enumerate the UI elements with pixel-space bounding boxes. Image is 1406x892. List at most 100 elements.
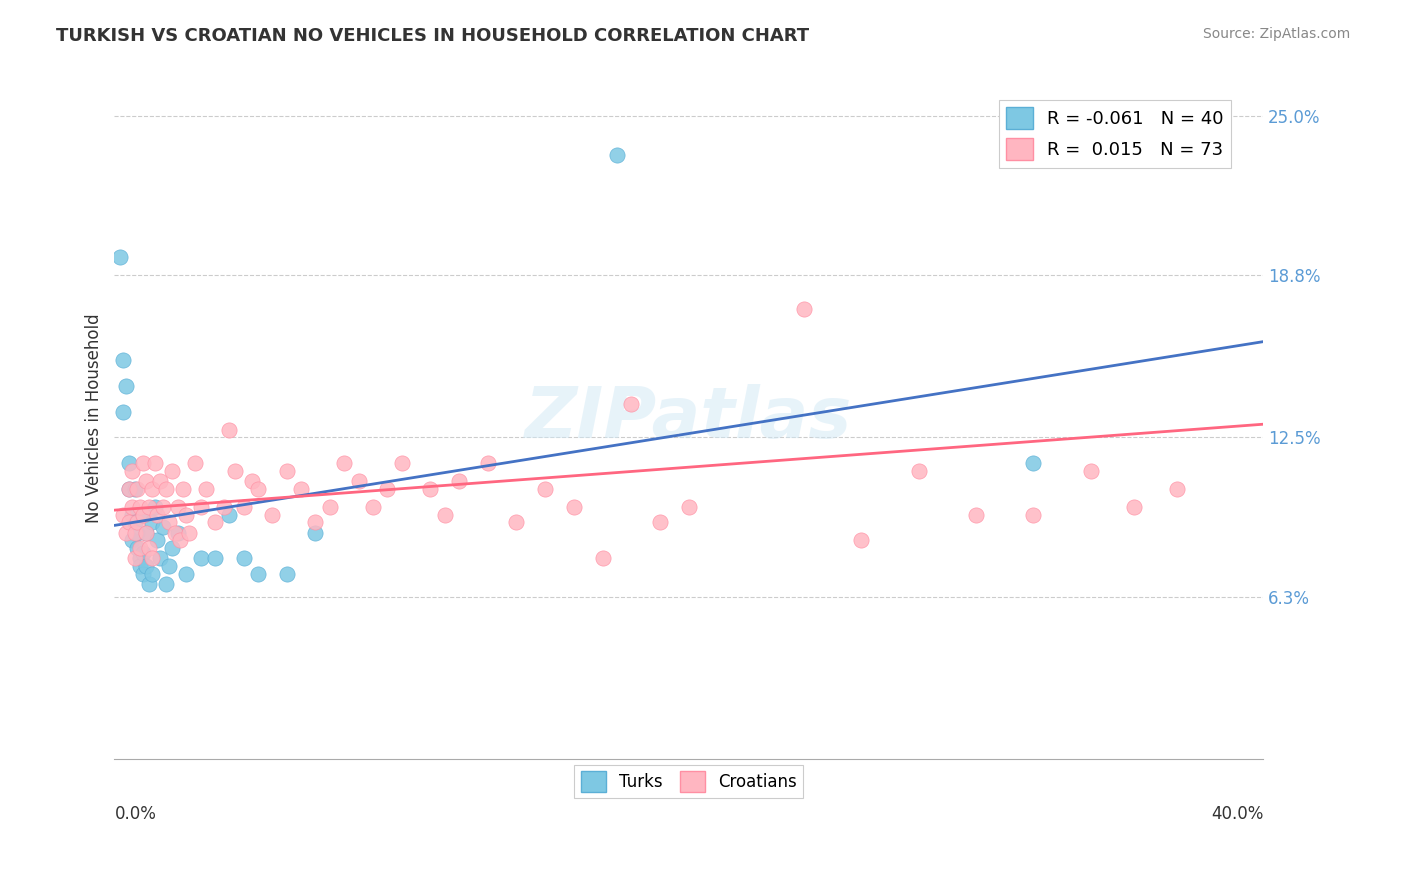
Point (141, 551, 163, 566)
Point (127, 516, 149, 530)
Point (155, 577, 177, 591)
Point (347, 474, 370, 488)
Point (124, 551, 146, 566)
Text: Source: ZipAtlas.com: Source: ZipAtlas.com (1202, 27, 1350, 41)
Point (160, 464, 183, 478)
Point (648, 516, 671, 530)
Point (562, 500, 585, 514)
Point (132, 546, 155, 560)
Point (433, 508, 456, 522)
Point (141, 516, 163, 530)
Point (304, 525, 326, 540)
Point (304, 516, 326, 530)
Point (204, 516, 226, 530)
Point (1022, 456, 1045, 470)
Point (276, 464, 298, 478)
Point (132, 508, 155, 522)
Point (177, 525, 200, 540)
Point (129, 541, 152, 555)
Point (149, 474, 172, 488)
Point (391, 456, 413, 470)
Point (127, 482, 149, 496)
Point (112, 508, 135, 522)
Point (118, 456, 141, 470)
Point (108, 251, 131, 265)
Point (121, 464, 143, 478)
Point (172, 482, 194, 496)
Point (163, 525, 186, 540)
Point (218, 423, 240, 437)
Point (143, 456, 166, 470)
Point (135, 559, 157, 574)
Point (160, 541, 183, 555)
Point (447, 474, 470, 488)
Point (477, 456, 499, 470)
Point (157, 516, 180, 530)
Point (138, 577, 160, 591)
Point (793, 301, 815, 316)
Legend: Turks, Croatians: Turks, Croatians (574, 764, 803, 798)
Point (678, 500, 700, 514)
Point (290, 482, 312, 496)
Point (247, 566, 270, 581)
Point (204, 551, 226, 566)
Point (247, 482, 270, 496)
Point (184, 456, 207, 470)
Point (115, 525, 138, 540)
Text: 40.0%: 40.0% (1211, 805, 1263, 823)
Point (166, 525, 188, 540)
Point (118, 516, 141, 530)
Point (592, 551, 614, 566)
Point (419, 482, 441, 496)
Point (212, 500, 235, 514)
Point (907, 464, 929, 478)
Point (1123, 500, 1146, 514)
Point (135, 525, 157, 540)
Text: ZIPatlas: ZIPatlas (524, 384, 852, 452)
Text: TURKISH VS CROATIAN NO VEHICLES IN HOUSEHOLD CORRELATION CHART: TURKISH VS CROATIAN NO VEHICLES IN HOUSE… (56, 27, 810, 45)
Point (129, 500, 152, 514)
Point (606, 147, 628, 161)
Point (994, 45, 1017, 59)
Point (129, 559, 152, 574)
Point (112, 405, 135, 419)
Point (132, 566, 155, 581)
Point (135, 525, 157, 540)
Point (190, 551, 212, 566)
Point (124, 516, 146, 530)
Point (124, 482, 146, 496)
Point (534, 482, 557, 496)
Point (224, 464, 246, 478)
Point (333, 456, 356, 470)
Point (138, 541, 160, 555)
Point (121, 500, 143, 514)
Point (276, 566, 298, 581)
Point (319, 500, 342, 514)
Point (240, 474, 263, 488)
Point (232, 500, 254, 514)
Y-axis label: No Vehicles in Household: No Vehicles in Household (86, 313, 103, 523)
Point (262, 508, 284, 522)
Point (157, 559, 180, 574)
Point (121, 508, 143, 522)
Point (112, 353, 135, 368)
Point (152, 520, 174, 534)
Point (118, 482, 141, 496)
Point (127, 541, 149, 555)
Point (505, 516, 527, 530)
Point (138, 500, 160, 514)
Point (155, 482, 177, 496)
Point (232, 551, 254, 566)
Point (152, 500, 174, 514)
Point (174, 566, 197, 581)
Point (375, 482, 398, 496)
Point (218, 508, 240, 522)
Point (146, 508, 169, 522)
Point (1022, 508, 1045, 522)
Point (129, 551, 152, 566)
Point (118, 482, 141, 496)
Point (146, 533, 169, 548)
Point (166, 500, 188, 514)
Point (965, 508, 987, 522)
Point (132, 456, 155, 470)
